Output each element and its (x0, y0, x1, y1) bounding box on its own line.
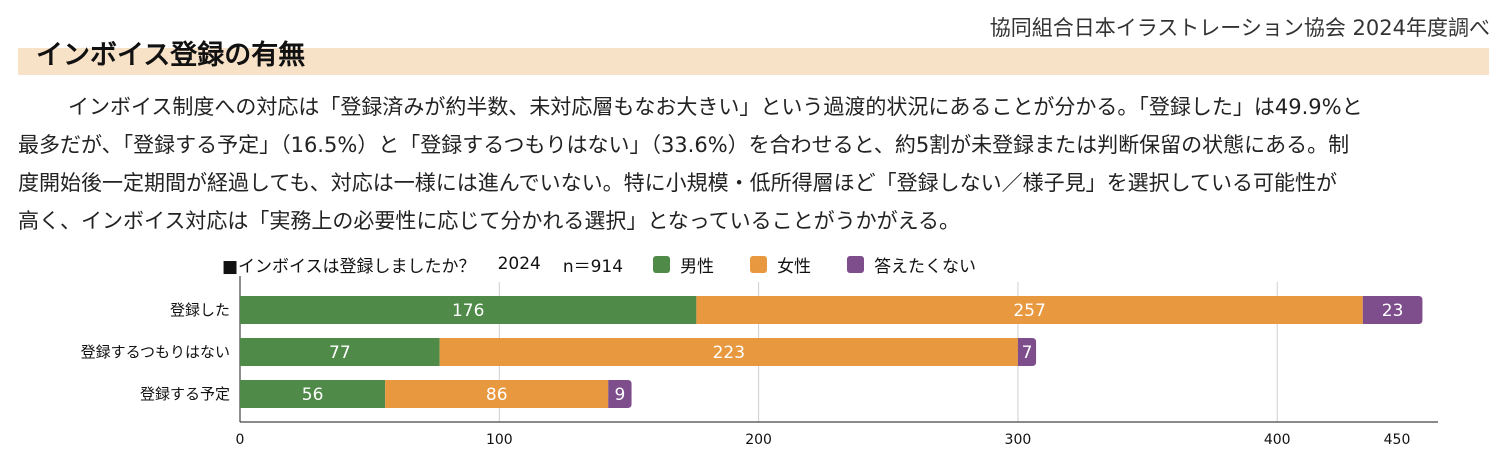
category-label: 登録する予定 (140, 385, 230, 403)
bar-value-label: 23 (1382, 301, 1404, 321)
body-text: インボイス制度への対応は「登録済みが約半数、未対応層もなお大きい」という過渡的状… (18, 88, 1478, 240)
bar-segment (696, 296, 1363, 324)
bar-value-label: 9 (614, 385, 625, 405)
bar-segment (240, 338, 440, 366)
x-tick-label: 300 (1005, 432, 1032, 448)
bar-segment (1017, 338, 1037, 366)
bar-segment (240, 296, 697, 324)
bar-value-label: 7 (1022, 343, 1033, 363)
title-band (18, 48, 1489, 75)
legend-swatch-female (750, 255, 768, 273)
bar-segment (608, 380, 632, 408)
bar-segment (1362, 296, 1423, 324)
body-line: インボイス制度への対応は「登録済みが約半数、未対応層もなお大きい」という過渡的状… (68, 95, 1363, 119)
bar-segment (240, 380, 386, 408)
bar-value-label: 223 (713, 343, 745, 363)
legend-swatch-no-answer (847, 255, 865, 273)
body-line: 度開始後一定期間が経過しても、対応は一様には進んでいない。特に小規模・低所得層ほ… (18, 171, 1338, 195)
body-line: 最多だが、「登録する予定」（16.5%）と「登録するつもりはない」（33.6%）… (18, 133, 1350, 157)
sample-size: n＝914 (562, 256, 624, 277)
page-title: インボイス登録の有無 (36, 40, 306, 71)
x-tick-label: 400 (1264, 432, 1291, 448)
body-line: 高く、インボイス対応は「実務上の必要性に応じて分かれる選択」となっていることがう… (18, 209, 961, 233)
legend-label-no-answer: 答えたくない (874, 256, 977, 277)
x-tick-label: 100 (486, 432, 513, 448)
x-tick-label: 450 (1384, 432, 1411, 448)
legend-swatch-male (653, 255, 671, 273)
legend-label-female: 女性 (777, 256, 812, 277)
category-label: 登録した (170, 301, 230, 319)
x-tick-label: 200 (745, 432, 772, 448)
bar-value-label: 257 (1013, 301, 1045, 321)
bar-segment (439, 338, 1018, 366)
chart-legend: ■インボイスは登録しましたか？ 2024 n＝914 男性 女性 答えたくない (222, 252, 1012, 277)
legend-item-male: 男性 (653, 252, 714, 277)
survey-year: 2024 (497, 254, 541, 274)
x-tick-label: 0 (236, 432, 245, 448)
legend-label-male: 男性 (680, 256, 715, 277)
survey-source: 協同組合日本イラストレーション協会 2024年度調べ (989, 16, 1490, 40)
bar-value-label: 176 (452, 301, 484, 321)
bar-value-label: 86 (486, 385, 508, 405)
bar-segment (385, 380, 609, 408)
bar-value-label: 77 (329, 343, 351, 363)
legend-item-female: 女性 (750, 252, 811, 277)
chart-question: ■インボイスは登録しましたか？ (222, 256, 476, 277)
category-label: 登録するつもりはない (81, 343, 230, 361)
legend-item-no-answer: 答えたくない (847, 252, 976, 277)
bar-value-label: 56 (302, 385, 324, 405)
